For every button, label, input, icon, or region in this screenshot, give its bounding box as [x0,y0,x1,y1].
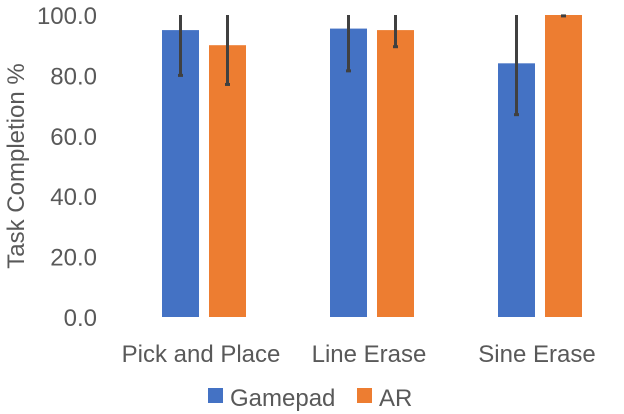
x-category-label: Line Erase [312,341,427,368]
x-axis: Pick and Place Line Erase Sine Erase [122,341,596,368]
y-tick-label: 20.0 [50,245,97,272]
legend-swatch-ar [357,388,372,403]
y-axis: 0.0 20.0 40.0 60.0 80.0 100.0 [37,3,97,332]
y-axis-title: Task Completion % [3,63,30,268]
x-category-label: Sine Erase [478,341,595,368]
bar-ar-2 [377,30,414,317]
y-tick-label: 0.0 [64,305,97,332]
legend: Gamepad AR [208,385,412,412]
bar-ar-3 [545,15,582,317]
legend-item-gamepad: Gamepad [208,385,335,412]
bars [162,15,582,318]
bar-ar-1 [209,45,246,317]
bar-gamepad-2 [330,28,367,318]
legend-label-gamepad: Gamepad [230,385,335,412]
legend-item-ar: AR [357,385,412,412]
y-tick-label: 60.0 [50,124,97,151]
y-tick-label: 40.0 [50,184,97,211]
legend-swatch-gamepad [208,388,223,403]
y-tick-label: 80.0 [50,63,97,90]
y-axis-title-group: Task Completion % [3,63,30,268]
error-bars [178,14,566,117]
legend-label-ar: AR [379,385,412,412]
bar-gamepad-1 [162,30,199,317]
y-tick-label: 100.0 [37,3,97,30]
x-category-label: Pick and Place [122,341,281,368]
